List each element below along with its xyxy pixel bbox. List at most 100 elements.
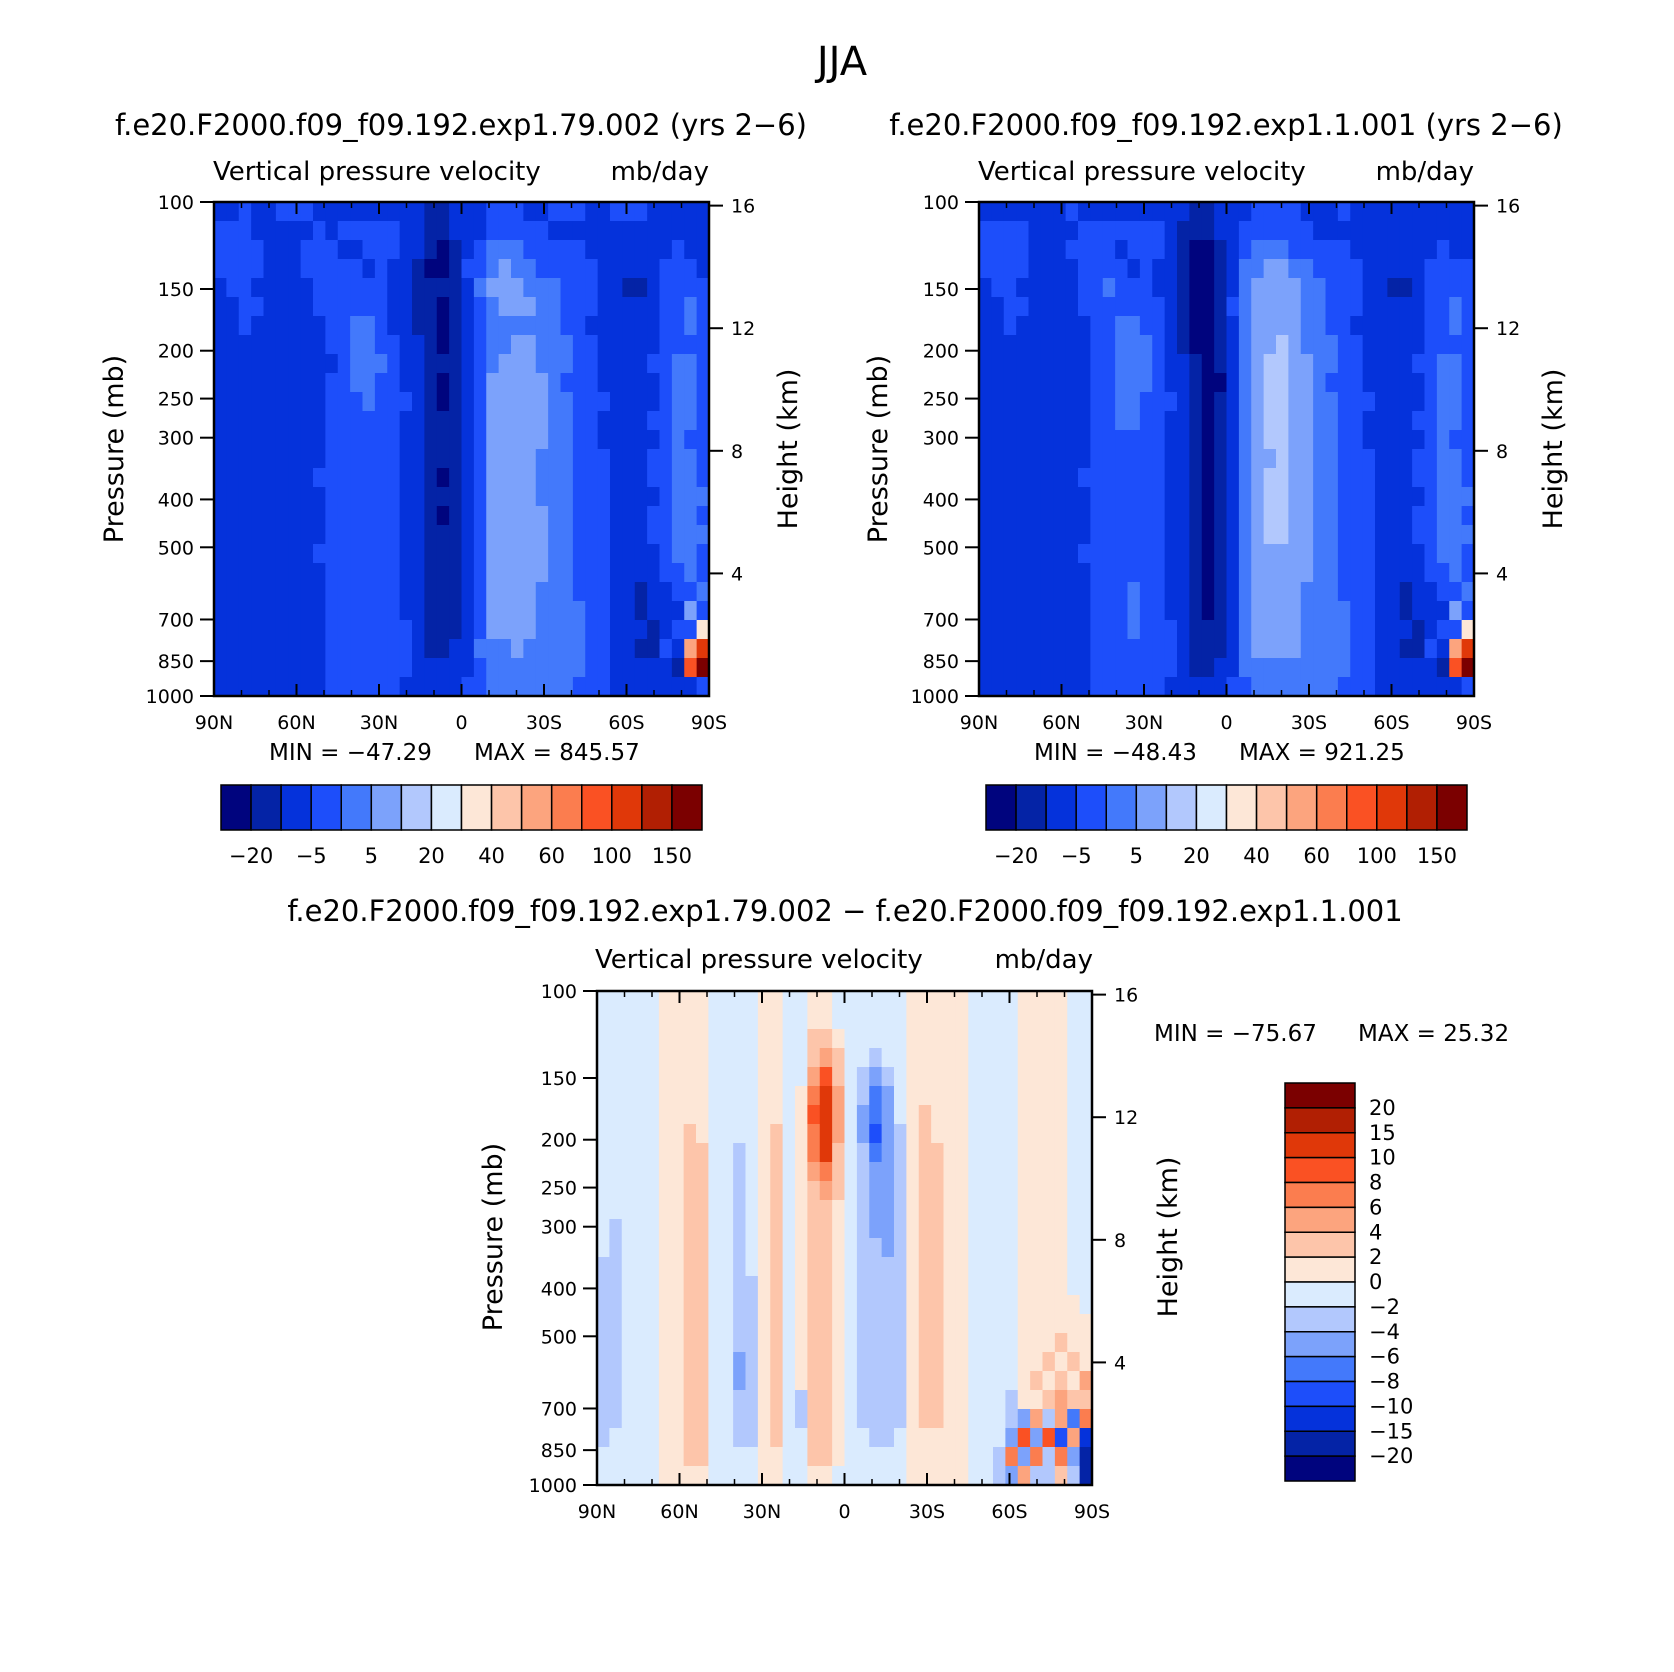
field-cell [300, 392, 314, 412]
field-cell [1127, 392, 1141, 412]
field-cell [968, 1067, 982, 1087]
field-cell [1424, 430, 1438, 450]
field-cell [881, 1143, 895, 1163]
field-cell [548, 525, 562, 545]
field-cell [251, 202, 265, 222]
field-cell [1226, 677, 1240, 697]
field-cell [1399, 335, 1413, 355]
field-cell [1276, 240, 1289, 260]
field-cell [733, 1314, 747, 1334]
y-right-tick-label: 4 [731, 563, 743, 585]
field-cell [288, 525, 302, 545]
field-cell [720, 1447, 734, 1467]
field-cell [1251, 240, 1265, 260]
field-cell [869, 1257, 883, 1277]
field-cell [609, 1181, 623, 1201]
field-cell [659, 658, 673, 678]
field-cell [991, 430, 1005, 450]
field-cell [622, 658, 636, 678]
field-cell [881, 1029, 895, 1049]
field-cell [399, 582, 413, 602]
y-tick-label: 700 [158, 609, 194, 631]
y-tick-label: 500 [923, 537, 959, 559]
field-cell [1040, 202, 1054, 222]
field-cell [1387, 449, 1401, 469]
field-cell [1005, 1219, 1019, 1239]
field-cell [486, 658, 500, 678]
field-cell [1276, 601, 1289, 621]
field-cell [1164, 487, 1178, 507]
field-cell [1042, 1181, 1056, 1201]
field-cell [560, 563, 574, 583]
colorbar-swatch [1015, 784, 1047, 831]
field-cell [1300, 620, 1314, 640]
field-cell [1079, 1352, 1093, 1372]
field-cell [1139, 335, 1153, 355]
field-cell [634, 1181, 648, 1201]
field-cell [374, 506, 388, 526]
field-cell [325, 297, 339, 317]
x-tick-label: 30S [526, 712, 562, 734]
field-cell [708, 1010, 722, 1030]
field-cell [795, 1048, 808, 1068]
field-cell [1164, 240, 1178, 260]
colorbar-swatch [641, 784, 673, 831]
field-cell [894, 1010, 907, 1030]
field-cell [795, 1257, 808, 1277]
field-cell [1375, 430, 1388, 450]
field-cell [757, 1048, 771, 1068]
field-cell [708, 1238, 722, 1258]
colorbar-label: 40 [478, 844, 505, 868]
field-cell [387, 506, 401, 526]
field-cell [968, 1048, 982, 1068]
field-cell [720, 1219, 734, 1239]
field-cell [1399, 677, 1413, 697]
field-cell [1362, 392, 1376, 412]
field-cell [634, 1466, 648, 1486]
field-cell [1003, 335, 1017, 355]
field-cell [313, 335, 326, 355]
field-cell [671, 316, 685, 336]
field-cell [560, 278, 574, 298]
field-cell [1288, 335, 1302, 355]
field-cell [1461, 259, 1475, 279]
field-cell [1387, 259, 1401, 279]
field-cell [461, 506, 475, 526]
field-cell [1276, 316, 1289, 336]
field-cell [659, 582, 673, 602]
field-cell [1102, 677, 1116, 697]
field-cell [226, 278, 240, 298]
field-cell [782, 1181, 796, 1201]
field-cell [1238, 563, 1252, 583]
field-cell [449, 639, 463, 659]
field-cell [622, 468, 636, 488]
field-cell [1139, 601, 1153, 621]
field-cell [918, 1219, 932, 1239]
field-cell [1251, 506, 1265, 526]
field-cell [634, 278, 648, 298]
field-cell [733, 1428, 747, 1448]
x-tick-label: 90S [1074, 1501, 1110, 1523]
field-cell [226, 563, 240, 583]
field-cell [1362, 411, 1376, 431]
field-cell [436, 259, 450, 279]
field-cell [993, 1466, 1006, 1486]
field-cell [1152, 468, 1166, 488]
field-cell [1313, 563, 1327, 583]
field-cell [238, 525, 252, 545]
field-cell [226, 506, 240, 526]
field-cell [1189, 658, 1203, 678]
field-cell [1016, 468, 1030, 488]
field-cell [597, 1086, 610, 1106]
field-cell [1040, 639, 1054, 659]
field-cell [795, 1143, 808, 1163]
field-cell [251, 392, 265, 412]
field-cell [782, 1390, 796, 1410]
field-cell [350, 677, 364, 697]
field-cell [993, 1447, 1006, 1467]
field-cell [757, 1447, 771, 1467]
field-cell [585, 240, 599, 260]
field-cell [720, 1257, 734, 1277]
field-cell [473, 487, 487, 507]
field-cell [498, 544, 512, 564]
